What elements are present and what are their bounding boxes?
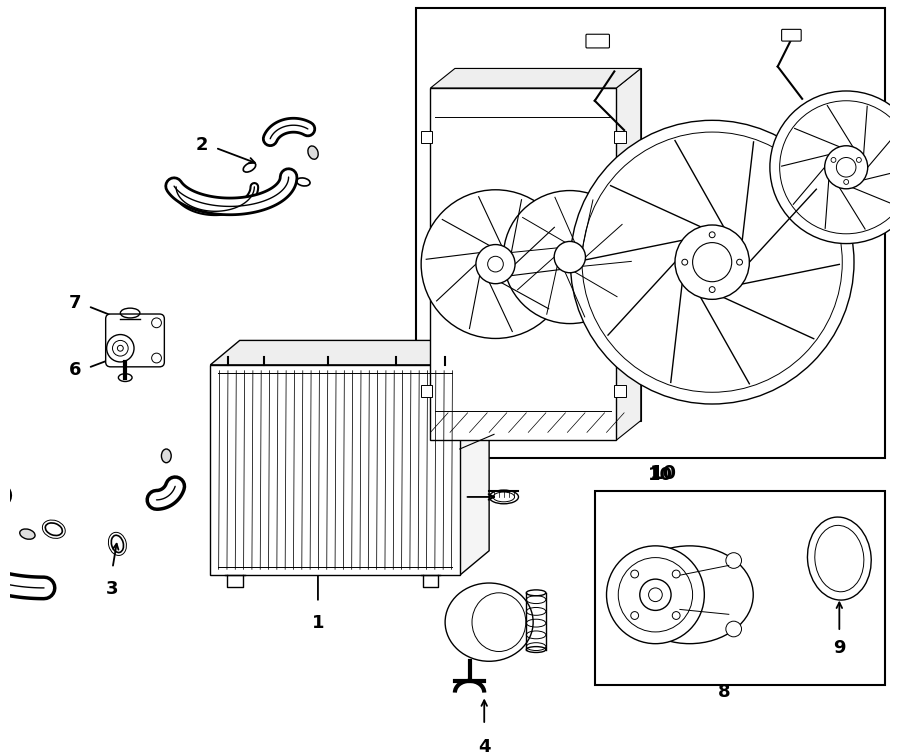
- Circle shape: [631, 570, 639, 578]
- Bar: [416, 8, 886, 458]
- FancyBboxPatch shape: [105, 314, 165, 367]
- Text: 3: 3: [106, 580, 119, 598]
- Bar: [211, 365, 460, 575]
- Ellipse shape: [807, 517, 871, 600]
- Circle shape: [709, 232, 716, 237]
- Polygon shape: [616, 69, 641, 440]
- Ellipse shape: [161, 449, 171, 463]
- Circle shape: [607, 546, 705, 643]
- Circle shape: [151, 353, 161, 363]
- Circle shape: [649, 588, 662, 602]
- Circle shape: [682, 259, 688, 265]
- Circle shape: [709, 287, 716, 293]
- Circle shape: [726, 621, 742, 637]
- Bar: [615, 131, 626, 143]
- Circle shape: [117, 345, 123, 352]
- Ellipse shape: [308, 146, 319, 160]
- Text: 10: 10: [648, 466, 673, 485]
- Text: 10: 10: [650, 464, 677, 483]
- Bar: [420, 386, 432, 397]
- Bar: [595, 491, 886, 685]
- Circle shape: [857, 157, 861, 163]
- Circle shape: [736, 259, 742, 265]
- Bar: [430, 88, 616, 440]
- Circle shape: [582, 132, 842, 392]
- Circle shape: [672, 612, 680, 619]
- Circle shape: [640, 579, 671, 610]
- Ellipse shape: [626, 546, 753, 643]
- Text: 7: 7: [68, 294, 81, 312]
- Circle shape: [779, 101, 900, 234]
- FancyBboxPatch shape: [586, 34, 609, 48]
- Text: 9: 9: [833, 639, 846, 657]
- Circle shape: [503, 191, 636, 324]
- Circle shape: [726, 553, 742, 569]
- Circle shape: [843, 179, 849, 184]
- Bar: [420, 131, 432, 143]
- Circle shape: [824, 146, 868, 189]
- Circle shape: [693, 243, 732, 282]
- Polygon shape: [454, 69, 641, 420]
- Circle shape: [554, 241, 586, 273]
- Polygon shape: [460, 340, 489, 575]
- Text: 8: 8: [717, 683, 730, 701]
- Circle shape: [488, 256, 503, 272]
- Ellipse shape: [20, 529, 35, 539]
- Circle shape: [571, 120, 854, 404]
- Circle shape: [675, 225, 750, 299]
- Text: 4: 4: [478, 738, 491, 755]
- Polygon shape: [211, 340, 489, 365]
- Text: 6: 6: [68, 361, 81, 379]
- Text: 1: 1: [311, 615, 324, 632]
- Circle shape: [631, 612, 639, 619]
- Circle shape: [151, 318, 161, 327]
- Circle shape: [476, 244, 515, 284]
- Circle shape: [770, 91, 900, 243]
- Ellipse shape: [814, 525, 864, 592]
- Text: 5: 5: [437, 485, 450, 503]
- Text: 2: 2: [196, 136, 209, 153]
- Polygon shape: [430, 69, 641, 88]
- Circle shape: [831, 157, 836, 163]
- FancyBboxPatch shape: [781, 29, 801, 41]
- Circle shape: [836, 157, 856, 177]
- Circle shape: [421, 190, 570, 339]
- Circle shape: [618, 558, 693, 632]
- Circle shape: [672, 570, 680, 578]
- Bar: [615, 386, 626, 397]
